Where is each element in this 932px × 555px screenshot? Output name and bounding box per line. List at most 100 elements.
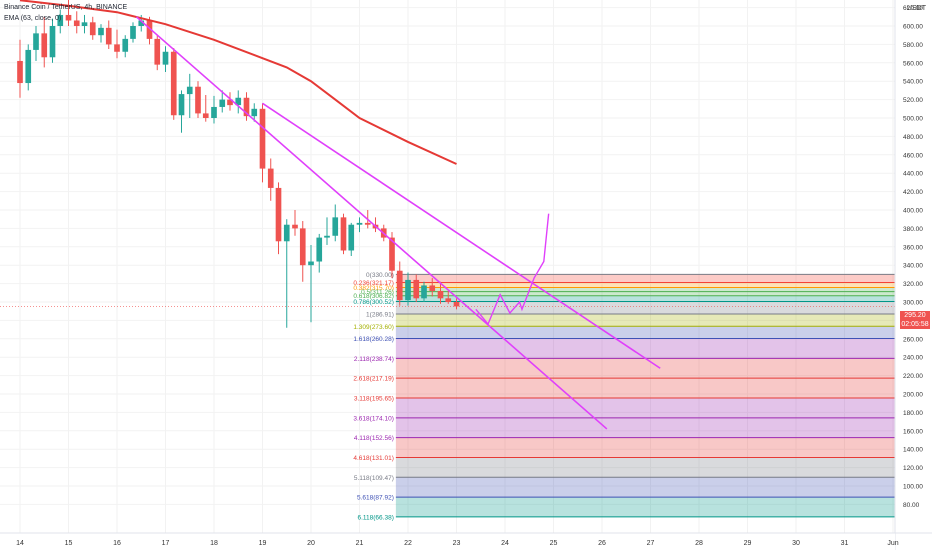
y-tick-label: 240.00 xyxy=(903,355,923,362)
fib-zone xyxy=(395,287,895,292)
candle-body xyxy=(267,168,274,188)
candle-body xyxy=(235,97,242,106)
y-tick-label: 600.00 xyxy=(903,24,923,31)
candle-body xyxy=(49,26,56,58)
x-tick-label: 21 xyxy=(356,540,364,547)
candle-body xyxy=(146,20,153,39)
candle-body xyxy=(57,14,64,26)
candle-body xyxy=(405,279,411,301)
candle-body xyxy=(413,279,420,299)
y-tick-label: 420.00 xyxy=(903,189,923,196)
fib-level-label: 4.118(152.56) xyxy=(354,435,394,442)
indicator-label: EMA (63, close, 0) xyxy=(4,15,62,22)
candle-body xyxy=(73,20,80,26)
candle-body xyxy=(195,86,201,114)
y-tick-label: 620.00 xyxy=(903,5,923,12)
fib-level-label: 0.236(321.17) xyxy=(353,280,393,287)
y-tick-label: 400.00 xyxy=(903,208,923,215)
candle-body xyxy=(202,113,209,118)
candle-body xyxy=(138,20,145,26)
fib-level-label: 1.618(260.28) xyxy=(353,336,393,343)
y-tick-label: 440.00 xyxy=(903,171,923,178)
symbol-title: Binance Coin / TetherUS, 4h, BINANCE xyxy=(4,4,128,11)
fib-level-label: 2.618(217.19) xyxy=(353,376,393,383)
fib-zone xyxy=(395,326,895,339)
candle-body xyxy=(17,60,23,84)
fib-zone xyxy=(395,301,895,315)
y-tick-label: 100.00 xyxy=(903,484,923,491)
candle-body xyxy=(122,38,129,52)
fib-zone xyxy=(395,295,895,302)
candle-body xyxy=(25,49,32,84)
y-tick-label: 220.00 xyxy=(903,373,923,380)
candle-body xyxy=(340,217,347,251)
y-tick-label: 580.00 xyxy=(903,42,923,49)
x-tick-label: 26 xyxy=(598,540,606,547)
candle-body xyxy=(421,285,427,299)
candle-body xyxy=(292,224,298,229)
fib-level-label: 1(286.91) xyxy=(366,312,394,319)
y-tick-label: 360.00 xyxy=(903,244,923,251)
x-tick-label: 15 xyxy=(65,540,73,547)
candle-body xyxy=(162,51,169,65)
y-tick-label: 200.00 xyxy=(903,392,923,399)
candle-body xyxy=(348,224,355,251)
candle-body xyxy=(219,99,226,107)
trendline xyxy=(135,16,608,430)
candle-body xyxy=(251,108,258,117)
candle-body xyxy=(89,22,96,36)
y-tick-label: 520.00 xyxy=(903,97,923,104)
candle-body xyxy=(332,217,339,236)
y-tick-label: 120.00 xyxy=(903,465,923,472)
y-tick-label: 560.00 xyxy=(903,60,923,67)
x-tick-label: 27 xyxy=(647,540,655,547)
fib-zone xyxy=(395,314,895,327)
candle-body xyxy=(98,27,104,36)
fib-zone xyxy=(395,274,895,283)
x-tick-label: 18 xyxy=(210,540,218,547)
candle-body xyxy=(211,106,217,118)
y-tick-label: 140.00 xyxy=(903,447,923,454)
y-tick-label: 260.00 xyxy=(903,336,923,343)
projection-path xyxy=(475,213,550,326)
candle-body xyxy=(324,235,330,238)
candle-body xyxy=(243,97,250,117)
fib-zone xyxy=(395,291,895,296)
y-tick-label: 460.00 xyxy=(903,152,923,159)
fib-level-label: 6.118(66.38) xyxy=(357,514,393,521)
current-price-tag: 295.20 xyxy=(900,311,930,320)
currency-unit: USDT xyxy=(906,5,926,12)
x-tick-label: 20 xyxy=(307,540,315,547)
candle-body xyxy=(396,270,403,301)
y-tick-label: 480.00 xyxy=(903,134,923,141)
fib-level-label: 3.618(174.10) xyxy=(353,415,393,422)
candle-body xyxy=(178,94,185,116)
fib-zone xyxy=(395,398,895,418)
x-tick-label: 31 xyxy=(841,540,849,547)
fib-level-label: 5.618(87.92) xyxy=(357,495,394,502)
y-tick-label: 320.00 xyxy=(903,281,923,288)
candle-body xyxy=(445,298,452,302)
candle-body xyxy=(33,33,39,50)
candle-body xyxy=(114,44,120,52)
candle-body xyxy=(154,38,161,65)
y-tick-label: 380.00 xyxy=(903,226,923,233)
fib-zone xyxy=(395,417,895,438)
fib-zone xyxy=(395,497,895,517)
candle-body xyxy=(316,237,323,262)
candle-body xyxy=(170,51,177,116)
x-tick-label: 29 xyxy=(744,540,752,547)
fib-level-label: 0.618(306.82) xyxy=(353,293,393,300)
time-axis xyxy=(0,533,895,550)
fib-level-label: 0.5(311.26) xyxy=(361,289,394,296)
candle-body xyxy=(65,14,72,21)
candle-body xyxy=(389,237,395,271)
fib-zone xyxy=(395,378,895,399)
y-tick-label: 340.00 xyxy=(903,263,923,270)
x-tick-label: 17 xyxy=(162,540,170,547)
bar-countdown: 02:05:58 xyxy=(900,320,930,329)
y-tick-label: 300.00 xyxy=(903,300,923,307)
fib-level-label: 0.786(300.52) xyxy=(353,299,393,306)
